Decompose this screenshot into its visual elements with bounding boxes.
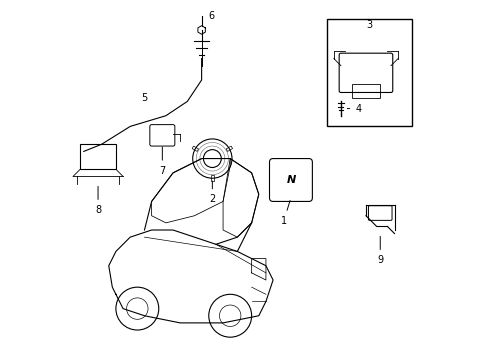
- Bar: [80, 144, 116, 169]
- Text: 1: 1: [280, 201, 289, 226]
- Text: N: N: [286, 175, 295, 185]
- Text: 2: 2: [209, 181, 215, 204]
- Text: 9: 9: [376, 237, 383, 265]
- Text: 6: 6: [208, 11, 214, 21]
- Bar: [210, 175, 213, 181]
- Bar: [226, 146, 232, 152]
- Text: 7: 7: [159, 147, 165, 176]
- Text: 8: 8: [95, 186, 101, 215]
- Text: 3: 3: [366, 20, 372, 30]
- Text: 5: 5: [141, 93, 147, 103]
- Text: 4: 4: [346, 104, 361, 113]
- Bar: [351, 84, 380, 98]
- Bar: [326, 19, 411, 126]
- Bar: [192, 146, 198, 152]
